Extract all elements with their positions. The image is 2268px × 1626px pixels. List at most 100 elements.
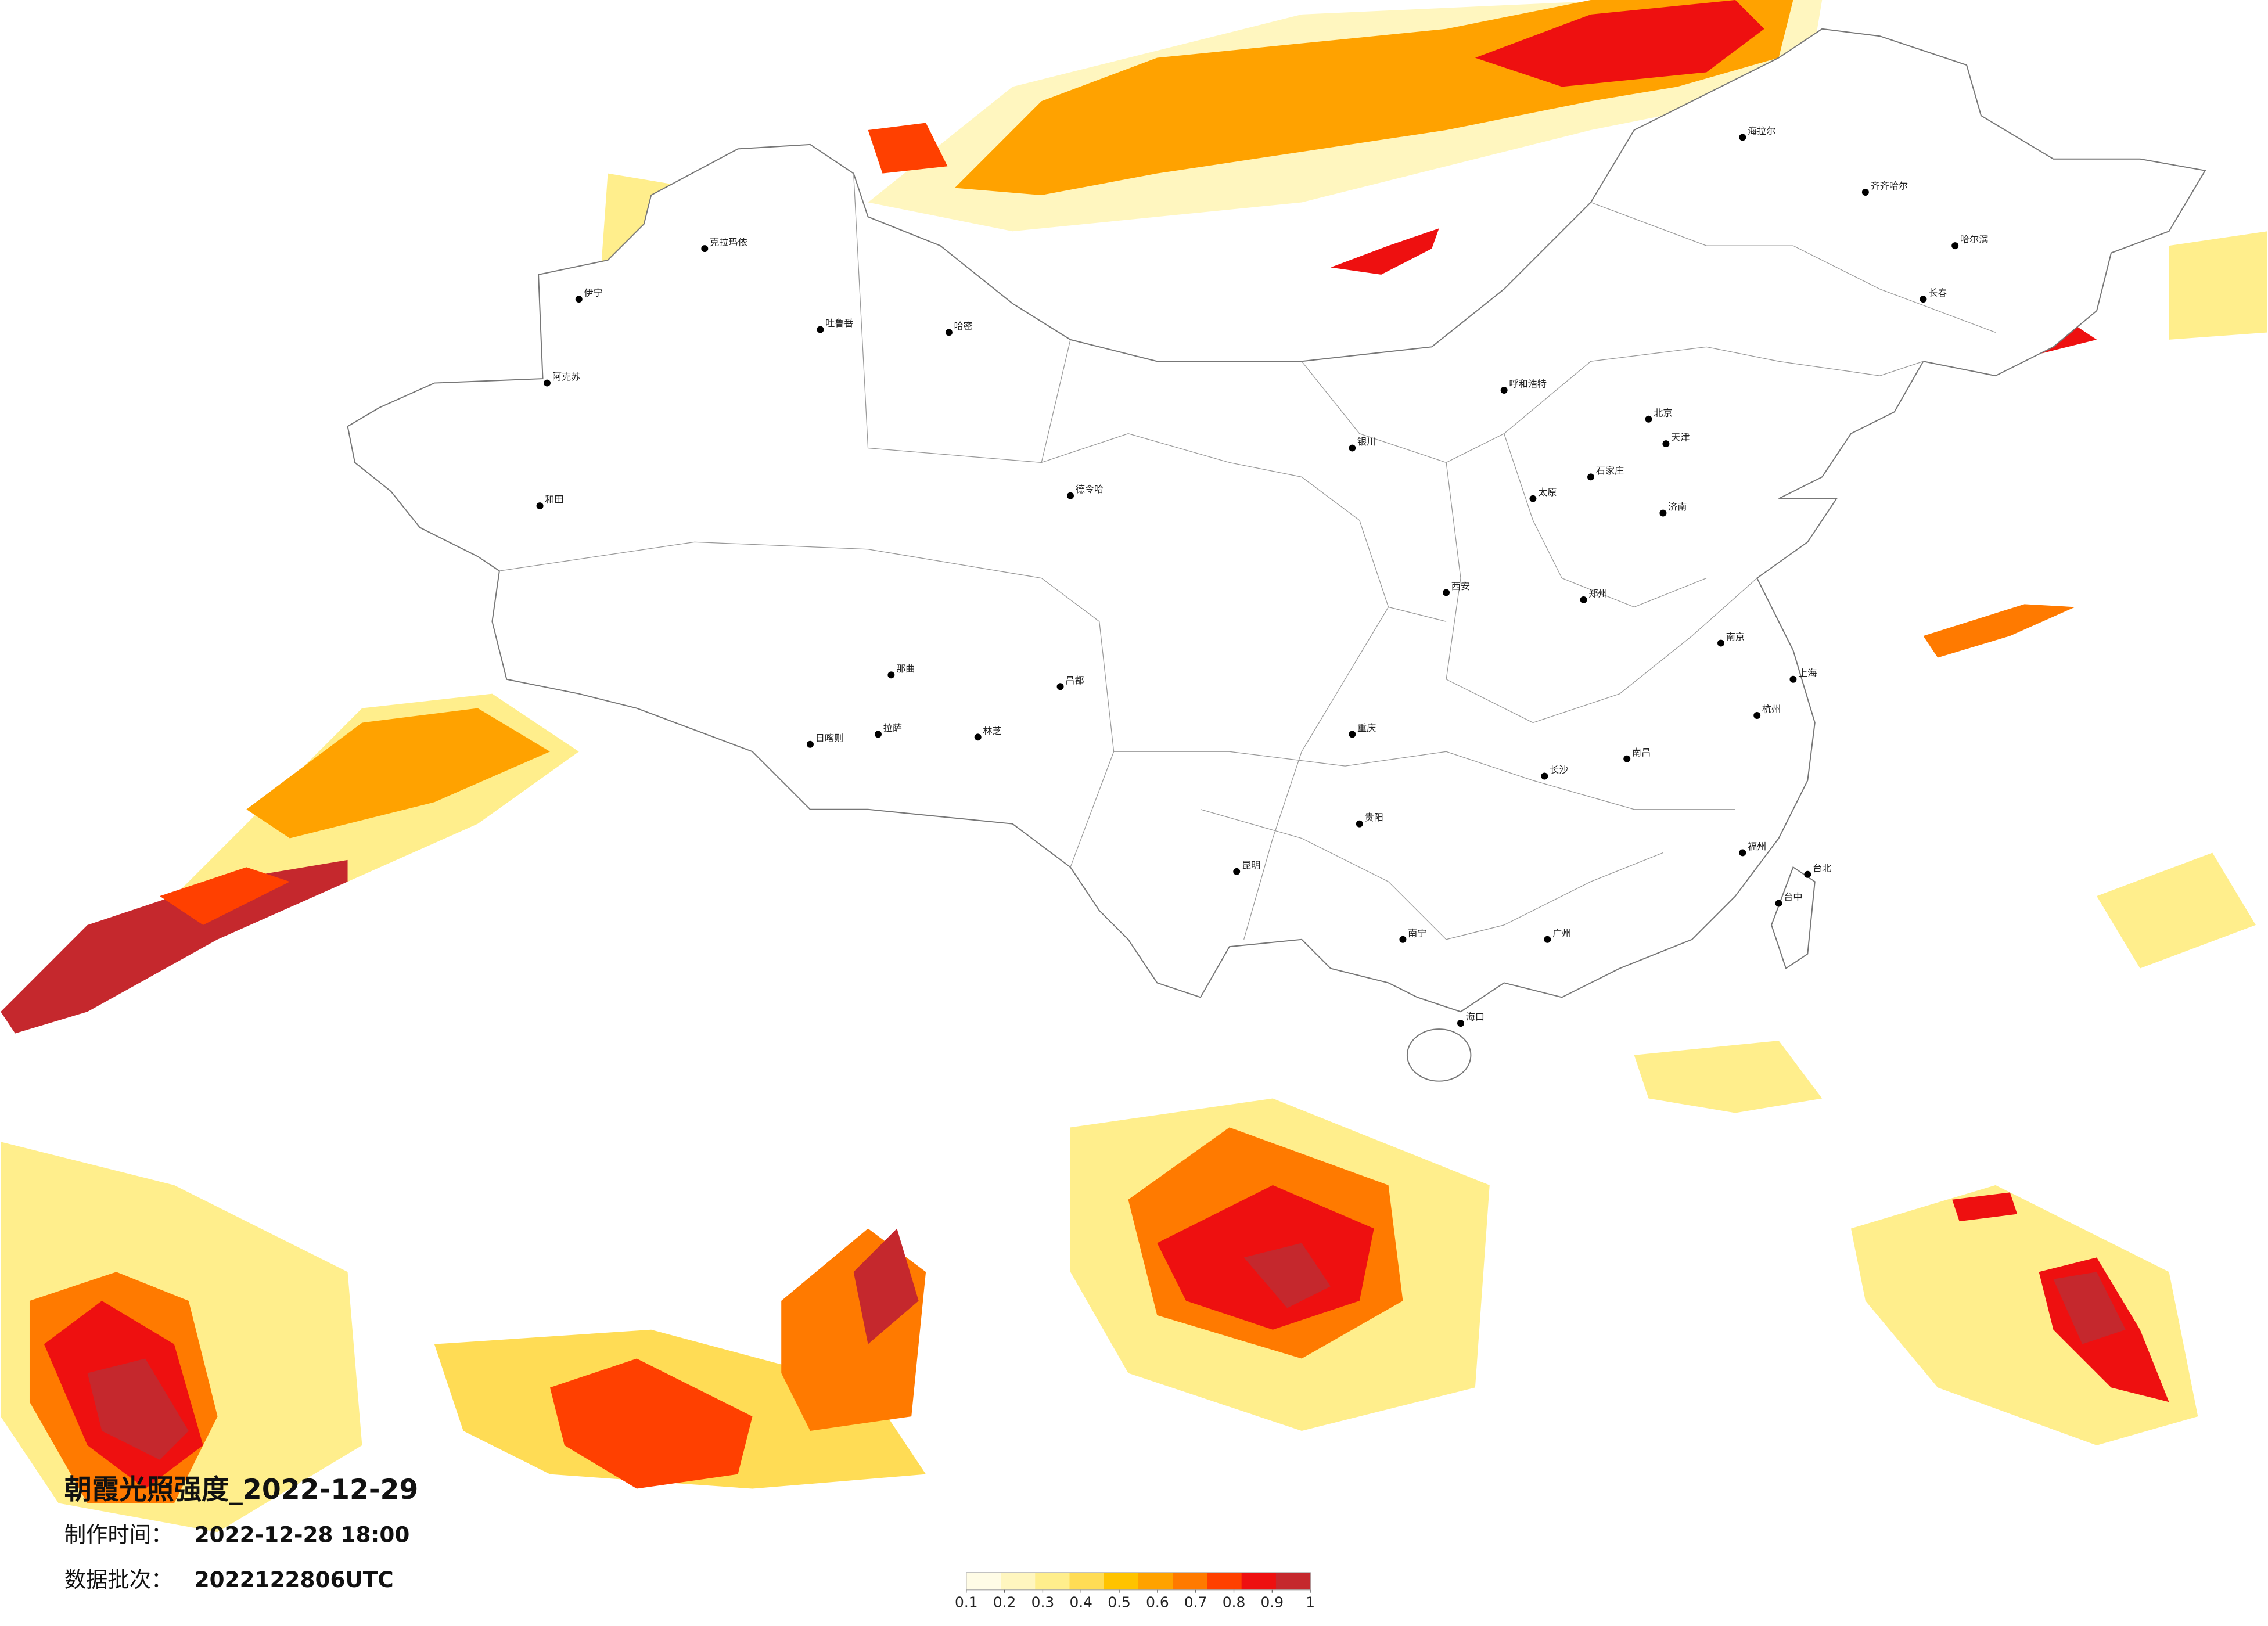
city-label: 昌都 (1065, 675, 1084, 686)
heat-patch (159, 867, 290, 925)
city-dot (1500, 387, 1508, 394)
city-label: 南京 (1726, 631, 1745, 642)
city-dot (1541, 772, 1548, 780)
legend-swatch (1104, 1572, 1139, 1590)
city-dot (1623, 755, 1631, 762)
city-label: 广州 (1552, 927, 1571, 938)
city-label: 南昌 (1632, 747, 1651, 758)
legend-tick-label: 1 (1306, 1594, 1315, 1611)
taiwan (1771, 866, 1816, 970)
heat-patch (246, 708, 550, 839)
city-label: 天津 (1671, 432, 1690, 443)
city-dot (1544, 936, 1551, 943)
heat-patch (1475, 0, 1764, 87)
city-label: 海拉尔 (1748, 125, 1775, 136)
city-dot (1587, 473, 1594, 481)
city-dot (945, 329, 953, 336)
city-dot (1789, 675, 1797, 683)
city-dot (1349, 731, 1356, 738)
heat-patch (1923, 604, 2075, 658)
city-dot (1861, 189, 1869, 196)
heat-patch (549, 1358, 753, 1489)
city-label: 哈尔滨 (1960, 234, 1988, 245)
made-time: 2022-12-28 18:00 (195, 1522, 410, 1548)
city-label: 吐鲁番 (825, 318, 853, 329)
legend-tick-label: 0.1 (955, 1594, 978, 1611)
legend-tick-label: 0.3 (1031, 1594, 1055, 1611)
heat-patch (868, 123, 948, 174)
city-dot (817, 326, 824, 333)
city-label: 银川 (1357, 436, 1376, 447)
city-dot (1349, 444, 1356, 452)
city-dot (1753, 712, 1761, 719)
heat-patch (2053, 1272, 2126, 1344)
city-dot (701, 245, 709, 253)
city-dot (1529, 495, 1537, 502)
legend-tick-label: 0.5 (1108, 1594, 1131, 1611)
heat-patch (1952, 1192, 2018, 1222)
city-label: 贵阳 (1364, 812, 1383, 823)
city-dot (1662, 440, 1670, 448)
legend-swatch (1001, 1572, 1036, 1590)
city-dot (1399, 936, 1407, 943)
legend-tick-label: 0.8 (1223, 1594, 1246, 1611)
legend: 0.1 0.2 0.3 0.4 0.5 0.6 0.7 0.8 0.9 1 (955, 1572, 1315, 1611)
city-dot (536, 502, 544, 510)
city-dot (1739, 134, 1746, 141)
legend-swatch (1173, 1572, 1208, 1590)
heat-patch (853, 1228, 919, 1344)
map-title: 朝霞光照强度_2022-12-29 (64, 1474, 419, 1506)
city-label: 长沙 (1550, 764, 1568, 775)
batch: 2022122806UTC (195, 1567, 394, 1592)
legend-swatch (1275, 1572, 1311, 1590)
city-dot (1356, 820, 1363, 828)
city-label: 那曲 (896, 663, 915, 674)
city-label: 重庆 (1357, 722, 1376, 733)
city-dot (807, 740, 814, 748)
legend-tick-label: 0.9 (1261, 1594, 1284, 1611)
city-dot (1717, 639, 1724, 647)
city-label: 石家庄 (1596, 465, 1624, 476)
city-dot (1920, 296, 1927, 303)
city-label: 昆明 (1242, 859, 1260, 870)
city-label: 德令哈 (1076, 484, 1104, 495)
legend-tick-label: 0.2 (993, 1594, 1016, 1611)
batch-label: 数据批次： (64, 1567, 173, 1592)
made-label: 制作时间： (64, 1522, 173, 1548)
city-dot (974, 733, 982, 741)
city-label: 郑州 (1588, 588, 1607, 599)
city-dot (874, 731, 882, 738)
legend-tick-label: 0.6 (1146, 1594, 1169, 1611)
city-dot (1233, 868, 1241, 875)
legend-swatch (1035, 1572, 1070, 1590)
city-dot (1804, 870, 1811, 878)
city-label: 呼和浩特 (1509, 379, 1547, 390)
city-label: 台中 (1784, 891, 1802, 902)
city-label: 福州 (1748, 841, 1766, 852)
city-dot (1645, 415, 1652, 423)
city-label: 哈密 (954, 321, 973, 332)
city-label: 西安 (1451, 581, 1470, 592)
heat-patch (1243, 1243, 1331, 1308)
heat-patch (2097, 852, 2256, 969)
city-dot (1580, 596, 1587, 603)
hainan (1406, 1028, 1472, 1082)
legend-swatch (1069, 1572, 1105, 1590)
heat-patch (2169, 231, 2267, 340)
legend-swatch (1207, 1572, 1242, 1590)
heat-patch (1634, 1041, 1823, 1113)
city-dot (887, 671, 895, 679)
city-dot (1659, 509, 1667, 517)
city-label: 海口 (1466, 1012, 1485, 1023)
city-dot (575, 296, 583, 303)
city-label: 齐齐哈尔 (1871, 181, 1908, 192)
legend-frame (966, 1572, 1311, 1591)
city-dot (1056, 683, 1064, 690)
city-label: 北京 (1654, 407, 1672, 418)
city-label: 拉萨 (883, 722, 902, 733)
city-dot (1775, 900, 1782, 907)
city-label: 克拉玛依 (710, 237, 747, 248)
city-label: 上海 (1798, 667, 1817, 678)
